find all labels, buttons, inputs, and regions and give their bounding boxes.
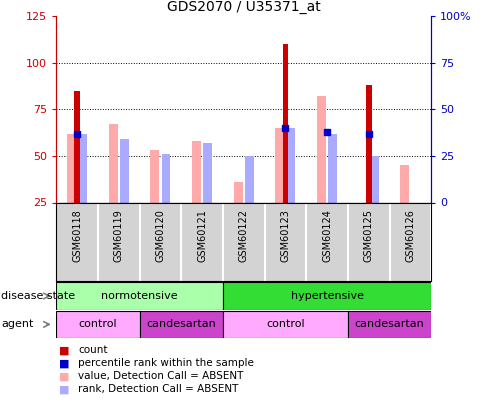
Text: control: control xyxy=(266,320,305,329)
Text: rank, Detection Call = ABSENT: rank, Detection Call = ABSENT xyxy=(78,384,239,394)
Bar xyxy=(287,128,295,202)
Text: candesartan: candesartan xyxy=(355,320,424,329)
Bar xyxy=(275,128,284,202)
Bar xyxy=(400,165,409,202)
Bar xyxy=(328,134,337,202)
Text: GSM60118: GSM60118 xyxy=(72,209,82,262)
Text: value, Detection Call = ABSENT: value, Detection Call = ABSENT xyxy=(78,371,244,381)
Text: GSM60120: GSM60120 xyxy=(155,209,166,262)
Text: GSM60121: GSM60121 xyxy=(197,209,207,262)
Text: disease state: disease state xyxy=(1,291,75,301)
Text: ■: ■ xyxy=(59,345,69,355)
Bar xyxy=(223,311,348,338)
Title: GDS2070 / U35371_at: GDS2070 / U35371_at xyxy=(167,0,320,14)
Bar xyxy=(192,141,201,202)
Text: hypertensive: hypertensive xyxy=(291,291,364,301)
Bar xyxy=(317,96,326,202)
Bar xyxy=(370,156,379,202)
Bar xyxy=(234,182,243,202)
Text: normotensive: normotensive xyxy=(101,291,178,301)
Bar xyxy=(56,282,223,310)
Text: GSM60124: GSM60124 xyxy=(322,209,332,262)
Text: GSM60126: GSM60126 xyxy=(405,209,416,262)
Bar xyxy=(203,143,212,202)
Text: GSM60123: GSM60123 xyxy=(280,209,291,262)
Bar xyxy=(162,154,171,202)
Bar xyxy=(223,282,431,310)
Bar xyxy=(245,156,254,202)
Text: GSM60125: GSM60125 xyxy=(364,209,374,262)
Bar xyxy=(78,134,87,202)
Text: ■: ■ xyxy=(59,371,69,381)
Bar xyxy=(67,134,76,202)
Bar xyxy=(56,311,140,338)
Text: control: control xyxy=(79,320,117,329)
Bar xyxy=(283,44,288,203)
Bar xyxy=(366,85,371,202)
Bar xyxy=(348,311,431,338)
Bar xyxy=(74,91,80,202)
Bar xyxy=(140,311,223,338)
Text: candesartan: candesartan xyxy=(147,320,216,329)
Text: agent: agent xyxy=(1,320,33,329)
Text: ■: ■ xyxy=(59,358,69,368)
Text: ■: ■ xyxy=(59,384,69,394)
Text: GSM60122: GSM60122 xyxy=(239,209,249,262)
Text: count: count xyxy=(78,345,108,355)
Bar xyxy=(109,124,118,202)
Bar xyxy=(120,139,129,202)
Text: percentile rank within the sample: percentile rank within the sample xyxy=(78,358,254,368)
Bar xyxy=(150,150,159,202)
Text: GSM60119: GSM60119 xyxy=(114,209,124,262)
